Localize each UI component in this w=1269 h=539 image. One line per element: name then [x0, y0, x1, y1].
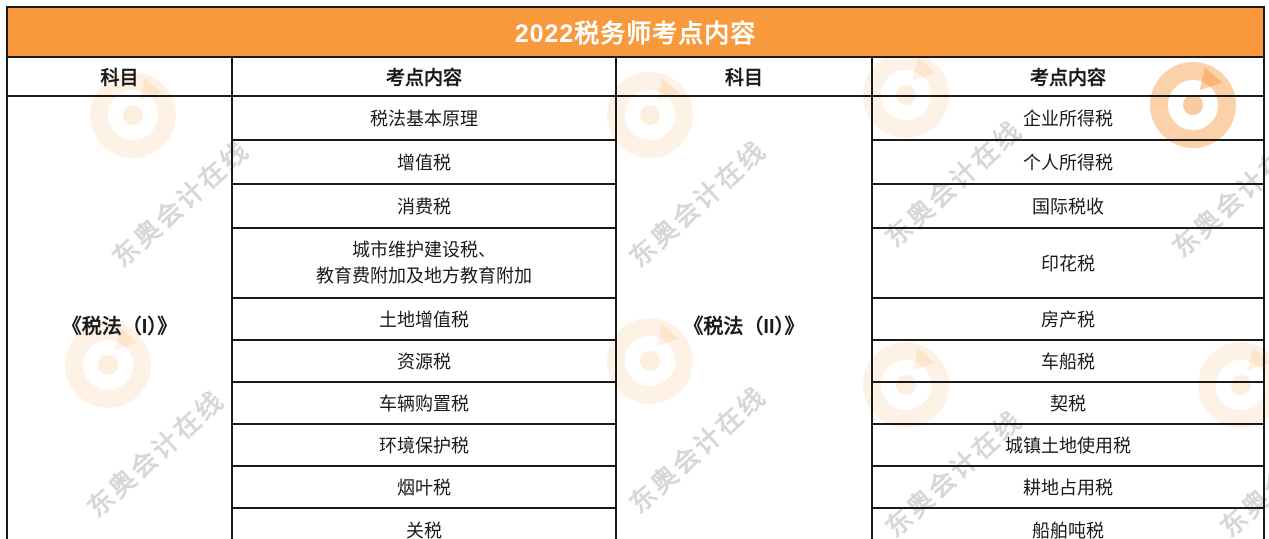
cell-line-2: 教育费附加及地方教育附加 — [316, 266, 532, 286]
table-cell: 船舶吨税 — [871, 507, 1265, 539]
table-title: 2022税务师考点内容 — [6, 6, 1265, 58]
table-cell: 企业所得税 — [871, 95, 1265, 141]
col-header-content-left: 考点内容 — [231, 56, 617, 97]
table-cell: 增值税 — [231, 139, 617, 185]
table-cell: 车辆购置税 — [231, 381, 617, 425]
col-header-subject-left: 科目 — [6, 56, 233, 97]
table-cell: 烟叶税 — [231, 465, 617, 509]
exam-points-table: 2022税务师考点内容 科目 考点内容 科目 考点内容 《税法（I）》 税法基本… — [6, 6, 1265, 539]
table-cell: 车船税 — [871, 339, 1265, 383]
subject-cell-tax-law-1: 《税法（I）》 — [6, 95, 233, 539]
table-cell: 消费税 — [231, 183, 617, 229]
table-cell: 房产税 — [871, 297, 1265, 341]
table-cell: 资源税 — [231, 339, 617, 383]
cell-line-1: 城市维护建设税、 — [352, 239, 496, 260]
table-cell: 耕地占用税 — [871, 465, 1265, 509]
table-cell: 印花税 — [871, 227, 1265, 299]
col-header-subject-right: 科目 — [615, 56, 873, 97]
table-cell: 环境保护税 — [231, 423, 617, 467]
table-cell: 契税 — [871, 381, 1265, 425]
table-cell: 个人所得税 — [871, 139, 1265, 185]
table-cell: 城市维护建设税、 教育费附加及地方教育附加 — [231, 227, 617, 299]
table-cell: 城镇土地使用税 — [871, 423, 1265, 467]
table-cell: 国际税收 — [871, 183, 1265, 229]
table-cell: 税法基本原理 — [231, 95, 617, 141]
table-cell: 土地增值税 — [231, 297, 617, 341]
subject-cell-tax-law-2: 《税法（II）》 — [615, 95, 873, 539]
col-header-content-right: 考点内容 — [871, 56, 1265, 97]
table-cell: 关税 — [231, 507, 617, 539]
